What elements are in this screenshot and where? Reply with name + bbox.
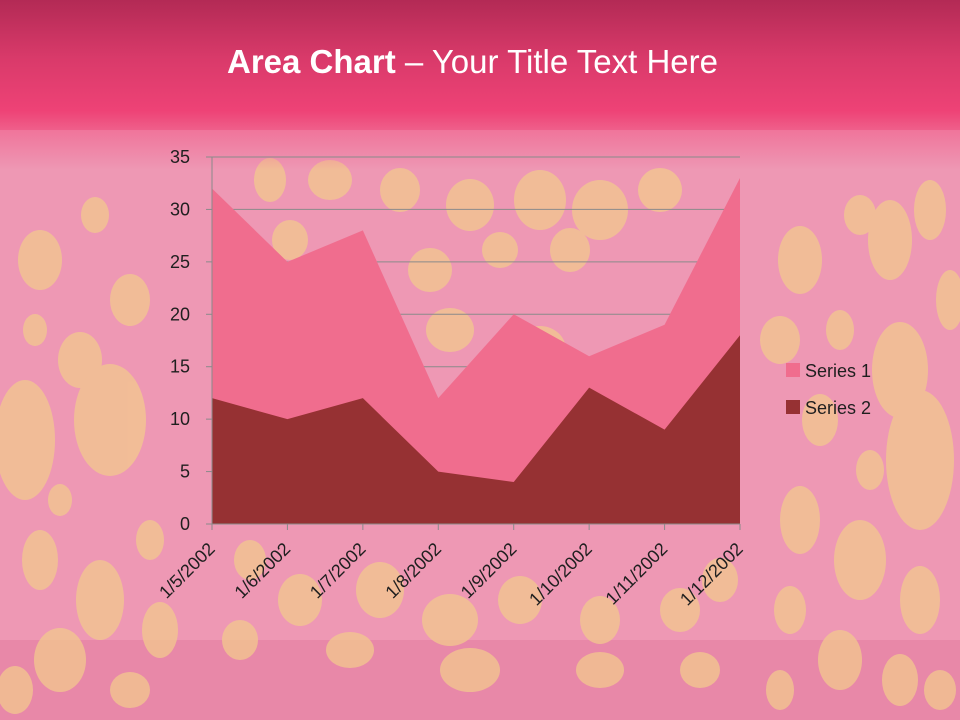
background-dot — [81, 197, 109, 233]
background-dot — [580, 596, 620, 644]
background-dot — [482, 232, 518, 268]
background-dot — [638, 168, 682, 212]
background-dot — [110, 274, 150, 326]
background-dot — [914, 180, 946, 240]
legend-swatch-series-1 — [786, 363, 800, 377]
legend-label-series-1: Series 1 — [805, 361, 871, 381]
y-tick-label: 5 — [180, 462, 190, 482]
background-dot — [576, 652, 624, 688]
background-dot — [356, 562, 404, 618]
background-dot — [34, 628, 86, 692]
legend-swatch-series-2 — [786, 400, 800, 414]
background-dot — [766, 670, 794, 710]
background-dot — [76, 560, 124, 640]
background-dot — [818, 630, 862, 690]
background-dot — [278, 574, 322, 626]
background-dot — [774, 586, 806, 634]
background-dot — [514, 170, 566, 230]
x-tick-label: 1/7/2002 — [306, 539, 370, 603]
y-tick-label: 10 — [170, 409, 190, 429]
area-series-2 — [212, 335, 740, 524]
background-dot — [868, 200, 912, 280]
background-dot — [760, 316, 800, 364]
background-dot — [826, 310, 854, 350]
background-dot — [802, 394, 838, 446]
background-dot — [422, 594, 478, 646]
background-dot — [110, 672, 150, 708]
x-tick-label: 1/8/2002 — [381, 539, 445, 603]
x-tick-label: 1/11/2002 — [602, 539, 672, 609]
background-dot — [834, 520, 886, 600]
background-dot — [936, 270, 960, 330]
background-dot — [22, 530, 58, 590]
x-tick-label: 1/10/2002 — [525, 539, 596, 610]
background-dot — [844, 195, 876, 235]
background-dot — [308, 160, 352, 200]
slide-title: Area Chart – Your Title Text Here — [0, 40, 945, 84]
legend-label-series-2: Series 2 — [805, 398, 871, 418]
background-dot — [780, 486, 820, 554]
background-dot — [142, 602, 178, 658]
background-dot — [48, 484, 72, 516]
y-tick-label: 15 — [170, 357, 190, 377]
background-dot — [408, 248, 452, 292]
y-tick-label: 30 — [170, 199, 190, 219]
background-dot — [778, 226, 822, 294]
background-dot — [440, 648, 500, 692]
background-dot — [550, 228, 590, 272]
background-dot — [326, 632, 374, 668]
background-dot — [222, 620, 258, 660]
background-dot — [0, 666, 33, 714]
x-tick-label: 1/5/2002 — [155, 539, 219, 603]
background-dot — [0, 380, 55, 500]
background-dot — [900, 566, 940, 634]
background-dot — [886, 390, 954, 530]
background-dot — [272, 220, 308, 260]
background-dot — [882, 654, 918, 706]
background-dot — [23, 314, 47, 346]
x-tick-label: 1/9/2002 — [457, 539, 521, 603]
slide-title-rest: – Your Title Text Here — [395, 43, 718, 80]
background-dot — [924, 670, 956, 710]
background-dot — [426, 308, 474, 352]
background-dot — [498, 576, 542, 624]
background-dot — [136, 520, 164, 560]
y-tick-label: 35 — [170, 147, 190, 167]
y-tick-label: 25 — [170, 252, 190, 272]
background-dot — [680, 652, 720, 688]
title-band — [0, 0, 960, 130]
y-tick-label: 20 — [170, 304, 190, 324]
slide-title-bold: Area Chart — [227, 43, 396, 80]
background-dot — [74, 364, 146, 476]
background-dot — [380, 168, 420, 212]
background-dot — [446, 179, 494, 231]
background-dot — [702, 558, 738, 602]
background-dot — [572, 180, 628, 240]
background-dot — [856, 450, 884, 490]
x-tick-label: 1/6/2002 — [231, 539, 295, 603]
background-dot — [234, 540, 266, 580]
background-dot — [18, 230, 62, 290]
background-dot — [660, 588, 700, 632]
title-band-fade — [0, 130, 960, 170]
x-tick-label: 1/12/2002 — [676, 539, 747, 610]
y-tick-label: 0 — [180, 514, 190, 534]
